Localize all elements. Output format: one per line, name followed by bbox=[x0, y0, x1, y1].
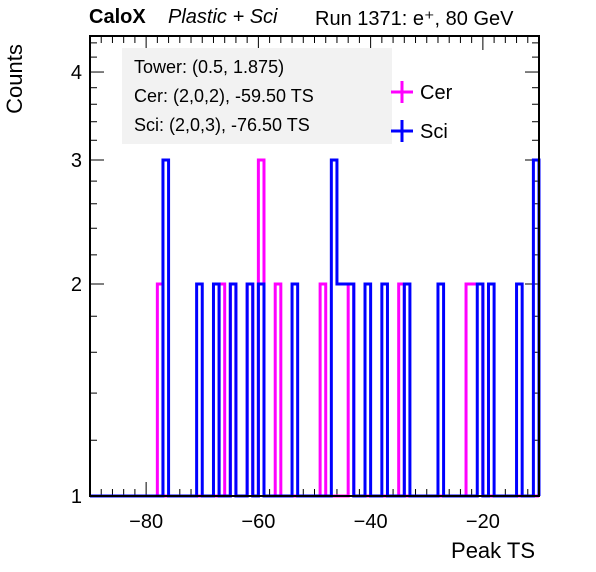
y-tick-label: 3 bbox=[71, 150, 82, 172]
y-tick-label: 4 bbox=[71, 62, 82, 84]
x-tick-label: −40 bbox=[354, 511, 388, 533]
y-tick-label: 1 bbox=[71, 486, 82, 508]
info-line: Cer: (2,0,2), -59.50 TS bbox=[134, 86, 314, 106]
info-line: Sci: (2,0,3), -76.50 TS bbox=[134, 115, 310, 135]
y-tick-label: 2 bbox=[71, 274, 82, 296]
plot-frame bbox=[89, 35, 540, 497]
x-tick-label: −20 bbox=[466, 511, 500, 533]
chart-run-label: Run 1371: e⁺, 80 GeV bbox=[315, 8, 514, 30]
legend-label-sci: Sci bbox=[420, 121, 448, 143]
info-line: Tower: (0.5, 1.875) bbox=[134, 57, 284, 77]
legend-label-cer: Cer bbox=[420, 82, 453, 104]
chart-subtitle: Plastic + Sci bbox=[168, 6, 278, 28]
info-box-background bbox=[122, 48, 392, 144]
y-axis-title: Counts bbox=[2, 44, 27, 114]
x-axis-title: Peak TS bbox=[451, 538, 535, 563]
axis-tick-labels: −80 −60 −40 −20 1 2 3 4 bbox=[71, 62, 500, 533]
info-box: Tower: (0.5, 1.875) Cer: (2,0,2), -59.50 … bbox=[122, 48, 392, 144]
x-tick-label: −60 bbox=[241, 511, 275, 533]
legend: Cer Sci bbox=[391, 81, 453, 143]
x-tick-label: −80 bbox=[129, 511, 163, 533]
chart-brand: CaloX bbox=[89, 6, 146, 28]
